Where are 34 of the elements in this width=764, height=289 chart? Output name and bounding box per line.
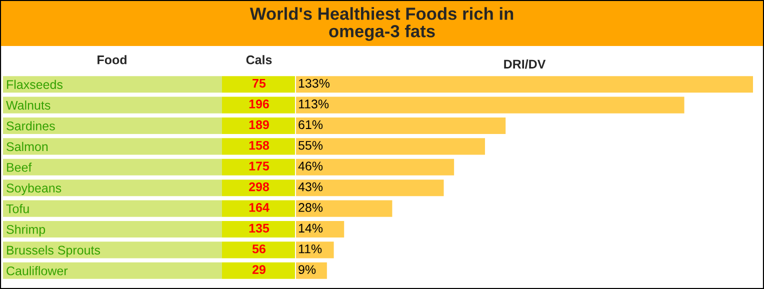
data-label: 61% <box>298 120 323 130</box>
text: 298 <box>249 182 270 192</box>
y-tick-label: Sardines <box>6 121 55 130</box>
text: Food <box>98 55 126 64</box>
data-label: 113% <box>298 100 329 108</box>
data-label: 43% <box>298 182 323 192</box>
y-tick-label: Tofu <box>6 204 29 214</box>
y-tick-label: Salmon <box>6 142 48 152</box>
text: 29 <box>252 265 266 274</box>
data-label: 14% <box>298 224 323 233</box>
y-tick-label: Flaxseeds <box>7 80 63 89</box>
y-tick-label: Beef <box>7 162 32 172</box>
y-tick-label: Cauliflower <box>6 266 68 276</box>
text: 196 <box>249 100 269 108</box>
y-tick-label: Walnuts <box>6 100 50 110</box>
data-label: 9% <box>298 265 316 274</box>
data-label: 133% <box>298 78 330 88</box>
text: Cals <box>246 55 272 64</box>
data-label: 28% <box>298 203 323 212</box>
text: 135 <box>249 224 270 233</box>
text: 56 <box>252 244 266 254</box>
text: 75 <box>252 78 266 88</box>
data-label: 55% <box>298 141 323 150</box>
x-axis-title: DRI/DV <box>504 59 546 69</box>
text: 189 <box>249 120 269 130</box>
data-label: 11% <box>298 244 322 254</box>
text: 175 <box>249 162 270 171</box>
y-tick-label: Brussels Sprouts <box>7 245 100 258</box>
y-tick-label: Soybeans <box>6 183 62 195</box>
text: 164 <box>249 203 270 212</box>
y-tick-label: Shrimp <box>6 224 46 236</box>
data-label: 46% <box>298 162 323 171</box>
chart-title: World's Healthiest Foods rich in omega-3 fats <box>250 7 514 41</box>
text: 158 <box>249 140 270 150</box>
